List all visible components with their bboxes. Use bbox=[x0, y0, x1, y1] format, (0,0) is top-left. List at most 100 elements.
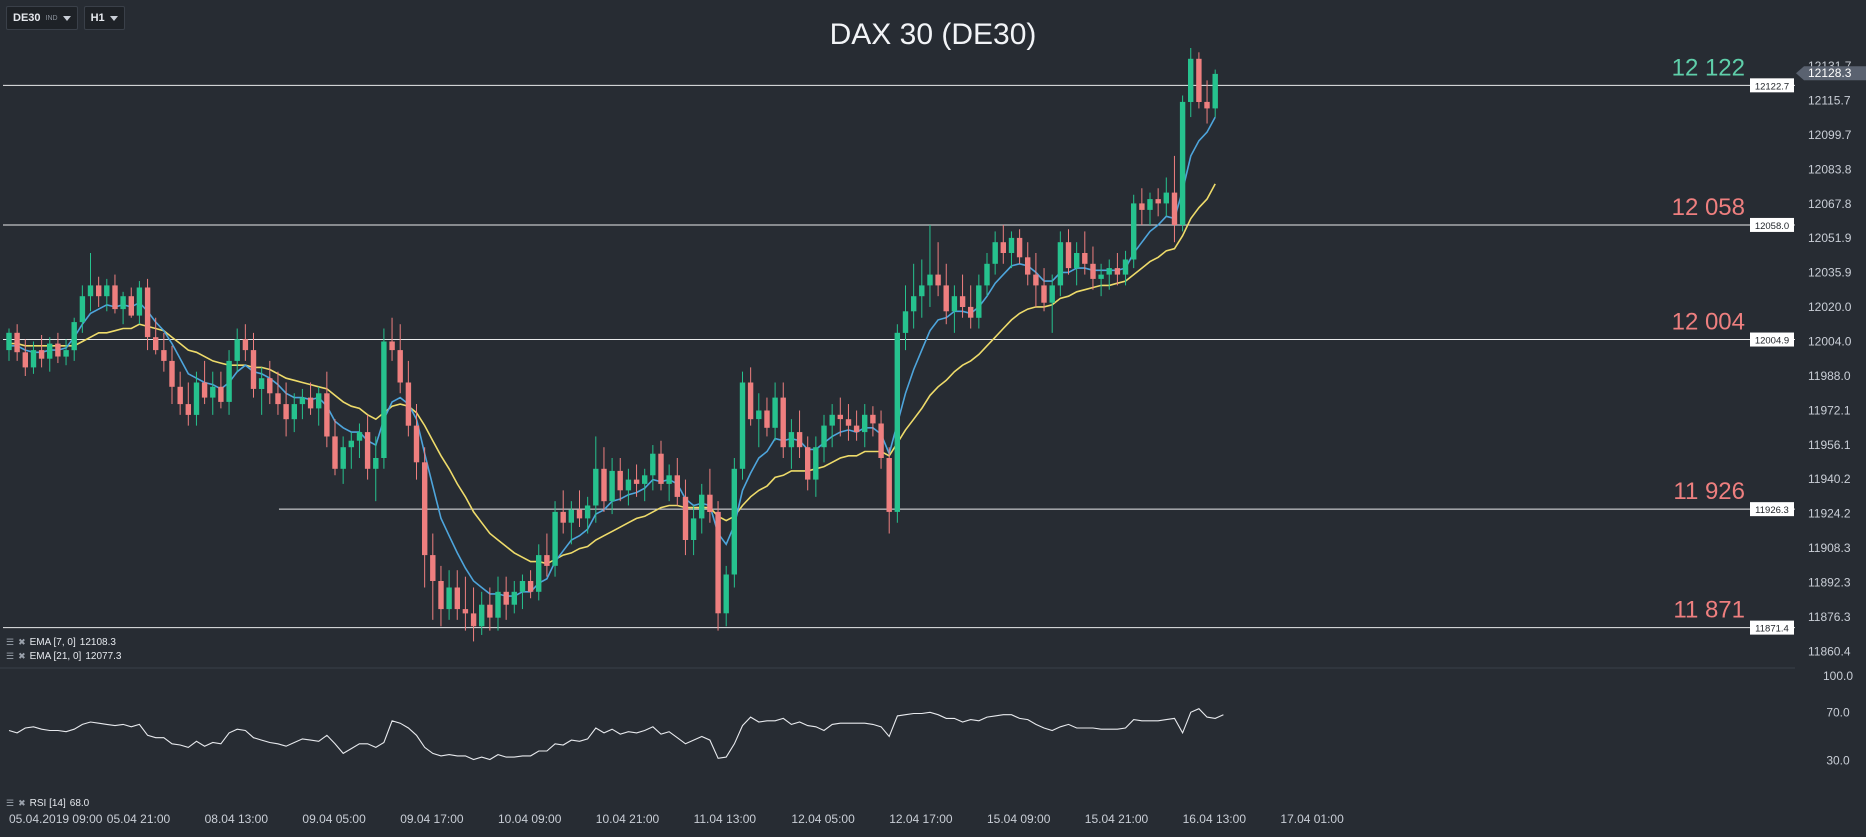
candle bbox=[397, 324, 403, 394]
candle-body bbox=[650, 453, 656, 476]
candle bbox=[1074, 242, 1080, 286]
candle-body bbox=[1025, 257, 1031, 275]
level-tag-box bbox=[1750, 620, 1794, 635]
current-price-tag: 12128.3 bbox=[1796, 66, 1866, 81]
candle bbox=[210, 371, 216, 415]
candle bbox=[161, 332, 167, 372]
price-tick-label: 12115.7 bbox=[1808, 93, 1851, 107]
ema21-line bbox=[9, 183, 1216, 565]
candle bbox=[193, 371, 200, 426]
price-tick-label: 12099.7 bbox=[1808, 128, 1852, 142]
candle-body bbox=[576, 509, 583, 519]
candle bbox=[862, 404, 868, 448]
candle-body bbox=[87, 285, 94, 297]
candle-body bbox=[1204, 101, 1210, 109]
current-price-box bbox=[1796, 66, 1866, 81]
candle-body bbox=[625, 479, 632, 491]
rsi-polyline bbox=[8, 708, 1224, 761]
level-tag-label: 12058.0 bbox=[1755, 221, 1789, 232]
candle bbox=[552, 501, 558, 577]
time-tick-label: 09.04 17:00 bbox=[400, 812, 464, 826]
candle bbox=[568, 501, 574, 545]
candle-body bbox=[911, 296, 917, 312]
candle-body bbox=[829, 414, 835, 426]
time-tick-label: 17.04 01:00 bbox=[1280, 812, 1344, 826]
candle-body bbox=[470, 613, 477, 627]
candle bbox=[6, 328, 12, 361]
candle bbox=[413, 404, 420, 480]
chevron-down-icon bbox=[62, 15, 71, 21]
ema21-legend: ☰ ✖ EMA [21, 0] 12077.3 bbox=[6, 651, 121, 662]
candle bbox=[739, 371, 746, 480]
candle-body bbox=[438, 581, 444, 610]
candle-body bbox=[340, 447, 346, 469]
settings-icon[interactable]: ☰ bbox=[6, 637, 15, 647]
candle-body bbox=[715, 511, 721, 614]
candle bbox=[731, 458, 737, 588]
symbol-selector[interactable]: DE30 IND bbox=[6, 6, 78, 30]
price-tick-label: 12035.9 bbox=[1808, 266, 1852, 280]
candle-body bbox=[1212, 73, 1218, 109]
candle-body bbox=[682, 496, 689, 540]
candle bbox=[446, 570, 452, 620]
candle-body bbox=[511, 591, 517, 605]
close-icon[interactable]: ✖ bbox=[18, 798, 26, 808]
candle-body bbox=[976, 285, 982, 318]
price-tick-label: 12004.0 bbox=[1808, 334, 1852, 348]
candle bbox=[878, 410, 884, 469]
candle bbox=[886, 447, 892, 534]
candle bbox=[1049, 274, 1055, 333]
candle-body bbox=[1171, 192, 1178, 225]
candle-body bbox=[805, 447, 811, 480]
timeframe-selector[interactable]: H1 bbox=[83, 6, 125, 30]
candle-body bbox=[1098, 274, 1104, 279]
candle-body bbox=[731, 468, 737, 575]
candle-body bbox=[1065, 242, 1072, 269]
candle bbox=[1057, 231, 1064, 297]
level-tag: 12122.7 bbox=[1750, 78, 1794, 93]
candle bbox=[1188, 48, 1194, 118]
level-tag-label: 11926.3 bbox=[1755, 505, 1789, 516]
candle bbox=[47, 337, 53, 372]
candle-body bbox=[1122, 259, 1129, 275]
candle bbox=[584, 496, 591, 534]
close-icon[interactable]: ✖ bbox=[18, 651, 26, 661]
close-icon[interactable]: ✖ bbox=[18, 637, 26, 647]
candle-body bbox=[536, 555, 542, 592]
candle bbox=[772, 382, 778, 441]
candle-body bbox=[723, 574, 729, 614]
candle bbox=[1106, 259, 1112, 290]
candle bbox=[813, 436, 819, 497]
candle-body bbox=[234, 339, 240, 361]
candle-body bbox=[55, 343, 61, 357]
candle-body bbox=[739, 382, 746, 469]
price-axis[interactable]: 12131.712115.712099.712083.812067.812051… bbox=[1796, 59, 1866, 658]
candle-body bbox=[853, 425, 860, 433]
candle-body bbox=[364, 432, 371, 469]
settings-icon[interactable]: ☰ bbox=[6, 651, 15, 661]
candle-body bbox=[495, 591, 501, 618]
ema7-legend-label: EMA [7, 0] bbox=[29, 637, 76, 648]
candle bbox=[348, 432, 354, 469]
candle bbox=[96, 276, 102, 307]
ema7-line bbox=[9, 116, 1216, 597]
symbol-label: DE30 bbox=[13, 12, 41, 24]
settings-icon[interactable]: ☰ bbox=[6, 798, 15, 808]
candle-body bbox=[756, 410, 762, 420]
candle-body bbox=[112, 285, 118, 310]
candle bbox=[593, 436, 599, 523]
candle bbox=[992, 231, 998, 275]
candle-body bbox=[1147, 199, 1153, 210]
candle-body bbox=[764, 410, 770, 428]
candle bbox=[1065, 229, 1072, 275]
time-axis[interactable]: 05.04.2019 09:00 05.04 21:00 08.04 13:00 09… bbox=[9, 812, 1344, 826]
candle bbox=[1098, 263, 1104, 297]
ema21-legend-label: EMA [21, 0] bbox=[29, 651, 82, 662]
candle-body bbox=[951, 296, 958, 312]
level-tag-box bbox=[1750, 502, 1794, 517]
candle bbox=[153, 317, 159, 355]
candle-body bbox=[454, 587, 460, 610]
candle-body bbox=[6, 332, 12, 351]
candle bbox=[1163, 177, 1169, 217]
